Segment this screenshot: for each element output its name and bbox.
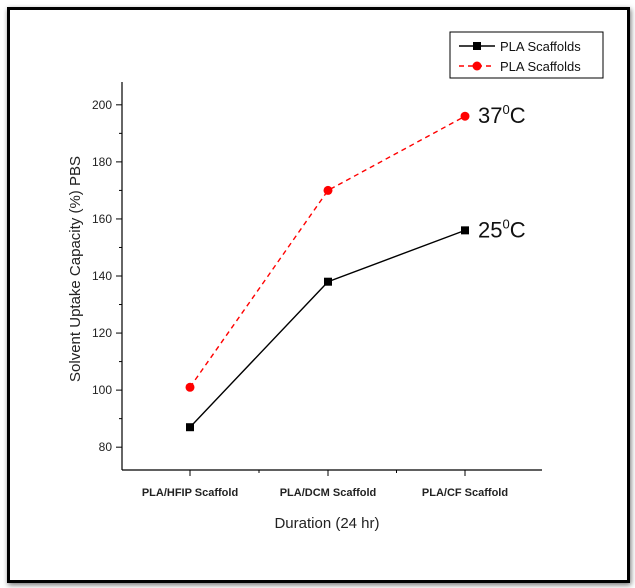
series-line-2 xyxy=(189,115,466,388)
x-tick-label: PLA/HFIP Scaffold xyxy=(142,487,238,499)
x-axis-title: Duration (24 hr) xyxy=(274,515,379,532)
y-tick-label: 200 xyxy=(92,98,112,112)
legend-marker-circle xyxy=(472,61,482,71)
legend-box xyxy=(449,31,604,79)
figure-frame xyxy=(7,7,630,583)
temperature-annotations: 250C 370C xyxy=(478,102,526,242)
x-tick-label: PLA/CF Scaffold xyxy=(422,487,508,499)
data-point-square xyxy=(461,226,469,235)
x-tick-label: PLA/DCM Scaffold xyxy=(280,487,377,499)
temperature-label: 370C xyxy=(478,102,526,128)
data-point-circle xyxy=(460,111,470,121)
y-tick-label: 100 xyxy=(92,383,112,397)
axes xyxy=(121,82,542,471)
y-axis-title: Solvent Uptake Capacity (%) PBS xyxy=(67,156,84,382)
legend-label-1: PLA Scaffolds xyxy=(500,39,581,54)
x-axis-ticks: PLA/HFIP Scaffold PLA/DCM Scaffold PLA/CF … xyxy=(142,470,508,499)
data-point-square xyxy=(324,277,332,286)
legend-marker-square xyxy=(473,42,481,50)
y-axis-ticks: 80 100 120 140 160 180 200 xyxy=(92,98,122,454)
legend: PLA Scaffolds PLA Scaffolds xyxy=(449,31,604,79)
data-point-square xyxy=(186,423,194,432)
data-point-circle xyxy=(185,382,195,392)
y-tick-label: 160 xyxy=(92,212,112,226)
temperature-label: 250C xyxy=(478,216,526,242)
legend-label-2: PLA Scaffolds xyxy=(500,59,581,74)
y-tick-label: 120 xyxy=(92,326,112,340)
series-layer xyxy=(185,111,470,432)
y-tick-label: 80 xyxy=(99,440,113,454)
y-tick-label: 140 xyxy=(92,269,112,283)
y-tick-label: 180 xyxy=(92,155,112,169)
data-point-circle xyxy=(323,185,333,195)
series-line-1 xyxy=(189,229,466,428)
